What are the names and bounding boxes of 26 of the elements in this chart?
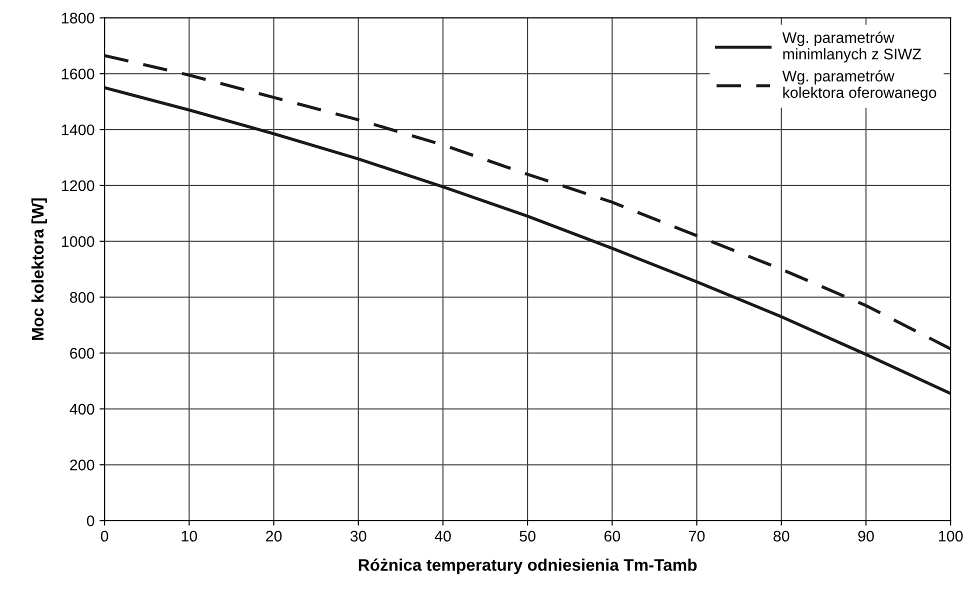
- y-tick-label: 200: [70, 460, 94, 470]
- x-tick-label: 30: [350, 530, 366, 542]
- y-tick-label: 1800: [62, 12, 94, 24]
- x-tick-label: 80: [774, 530, 790, 542]
- x-tick-label: 10: [182, 530, 198, 542]
- y-tick-label: 400: [70, 404, 94, 415]
- x-tick-label: 60: [604, 530, 620, 542]
- x-tick-label: 100: [938, 530, 963, 542]
- x-tick-label: 0: [100, 530, 108, 542]
- x-tick-label: 20: [266, 530, 282, 542]
- y-tick-label: 800: [70, 292, 94, 303]
- line-series: [104, 86, 951, 396]
- legend-label: Wg. parametrów kolektora oferowanego: [782, 70, 936, 101]
- x-tick-label: 70: [689, 530, 705, 542]
- y-axis-title: Moc kolektora [W]: [31, 198, 47, 340]
- y-tick-label: 1200: [62, 180, 94, 192]
- y-tick-label: 0: [86, 515, 94, 526]
- y-tick-label: 1000: [62, 236, 94, 247]
- y-tick-label: 1600: [62, 68, 94, 80]
- x-tick-label: 90: [858, 530, 874, 542]
- y-tick-label: 1400: [62, 124, 94, 136]
- x-axis-title: Różnica temperatury odniesienia Tm-Tamb: [358, 558, 697, 574]
- x-tick-label: 40: [434, 530, 451, 542]
- y-tick-label: 600: [70, 348, 94, 359]
- x-tick-label: 50: [520, 530, 536, 542]
- legend-label: Wg. parametrów minimlanych z SIWZ: [782, 32, 921, 62]
